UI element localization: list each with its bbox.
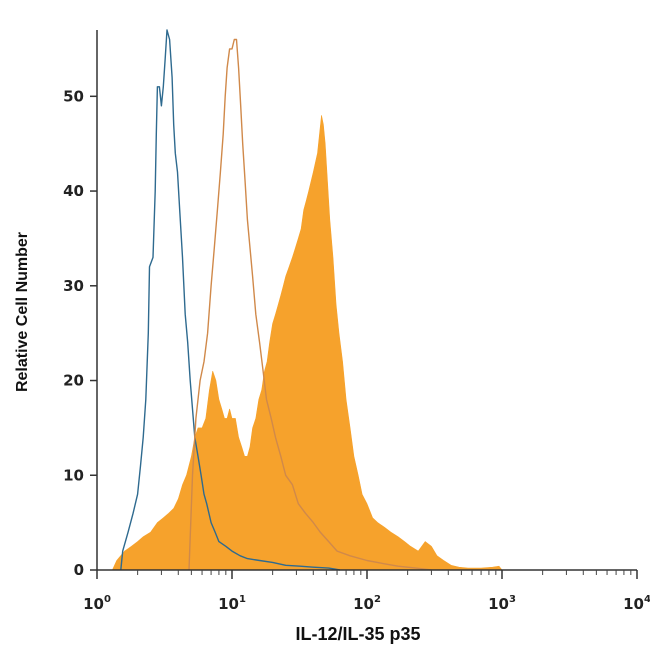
x-tick-label: 100: [83, 594, 111, 613]
x-tick-label: 101: [218, 594, 246, 613]
x-axis-title: IL-12/IL-35 p35: [295, 624, 420, 644]
y-tick-label: 10: [63, 466, 84, 484]
y-tick-label: 20: [63, 372, 84, 390]
x-tick-label: 104: [623, 594, 650, 613]
series-2-filled-histogram: [111, 115, 503, 571]
x-minor-ticks: [137, 570, 632, 575]
y-tick-label: 0: [74, 561, 84, 579]
x-tick-label: 103: [488, 594, 516, 613]
y-ticks: 0 10 20 30 40 50: [63, 87, 97, 579]
y-axis-title: Relative Cell Number: [14, 232, 31, 392]
series-layer: [111, 29, 503, 571]
y-tick-label: 30: [63, 277, 84, 295]
series-1-outline-histogram: [188, 38, 432, 571]
series-0-outline-histogram: [120, 29, 341, 571]
y-tick-label: 40: [63, 182, 84, 200]
x-tick-label: 102: [353, 594, 381, 613]
y-tick-label: 50: [63, 87, 84, 105]
x-major-ticks: 100 101 102 103 104: [83, 570, 650, 613]
